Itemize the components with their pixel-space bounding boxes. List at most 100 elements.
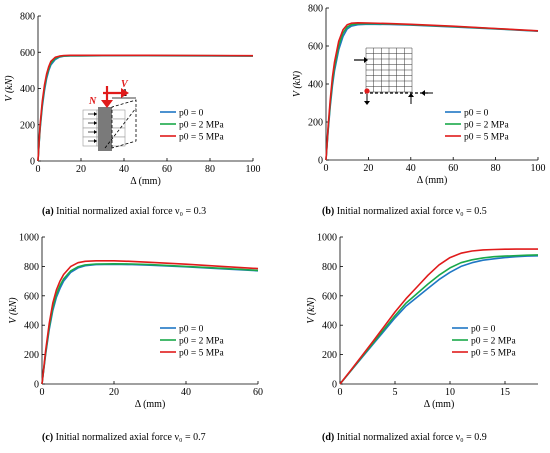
- legend-label-0: p0 = 0: [471, 325, 496, 335]
- x-tick-label: 80: [205, 164, 215, 175]
- caption-d: (d) Initial normalized axial force ν₀ = …: [322, 432, 487, 443]
- y-tick-label: 600: [20, 48, 35, 59]
- caption-a-tag: (a): [42, 206, 54, 217]
- x-tick-label: 10: [445, 387, 455, 398]
- inset-mesh-node: [364, 88, 370, 94]
- inset-v-arrowhead: [121, 88, 129, 98]
- x-axis-title: Δ (mm): [417, 175, 448, 186]
- x-tick-label: 20: [109, 387, 119, 398]
- inset-mesh-arrowhead: [364, 101, 370, 105]
- caption-b-text: Initial normalized axial force ν₀ = 0.5: [336, 206, 487, 217]
- legend-label-0: p0 = 0: [179, 109, 204, 119]
- caption-b: (b) Initial normalized axial force ν₀ = …: [322, 206, 487, 217]
- inset-n-arrowhead: [101, 100, 113, 108]
- chart-panel-a: 0 20 40 60 80 100 0 200 400 600 800 Δ (mm) V (kN) p0 …: [4, 12, 261, 188]
- inset-n-label: N: [88, 96, 97, 107]
- legend-label-2: p0 = 5 MPa: [471, 349, 516, 359]
- y-tick-label: 200: [322, 350, 337, 361]
- x-tick-label: 0: [338, 387, 343, 398]
- y-tick-label: 0: [30, 157, 35, 168]
- legend-label-2: p0 = 5 MPa: [179, 133, 224, 143]
- y-tick-label: 600: [308, 42, 323, 53]
- caption-d-tag: (d): [322, 432, 335, 443]
- x-tick-label: 20: [76, 164, 86, 175]
- legend-label-1: p0 = 2 MPa: [179, 121, 224, 131]
- series-line-2: [339, 248, 538, 385]
- inset-arrowhead: [94, 139, 97, 143]
- inset-arrowhead: [94, 112, 97, 116]
- legend-label-2: p0 = 5 MPa: [464, 133, 509, 143]
- y-tick-label: 800: [322, 262, 337, 273]
- legend-label-2: p0 = 5 MPa: [179, 349, 224, 359]
- y-tick-label: 200: [20, 120, 35, 131]
- x-tick-label: 0: [40, 387, 45, 398]
- inset-column-schematic: ΔNV: [82, 79, 137, 151]
- x-tick-label: 100: [531, 163, 546, 174]
- x-tick-label: 40: [119, 164, 129, 175]
- x-tick-label: 15: [500, 387, 510, 398]
- x-tick-label: 60: [162, 164, 172, 175]
- y-tick-label: 400: [20, 84, 35, 95]
- x-axis-title: Δ (mm): [135, 399, 166, 410]
- x-tick-label: 0: [36, 164, 41, 175]
- legend-label-1: p0 = 2 MPa: [179, 337, 224, 347]
- x-tick-label: 60: [253, 387, 263, 398]
- inset-deformed-outline: [111, 99, 137, 149]
- x-tick-label: 80: [491, 163, 501, 174]
- y-tick-label: 200: [24, 350, 39, 361]
- series-line-2: [41, 260, 259, 385]
- legend-label-1: p0 = 2 MPa: [464, 121, 509, 131]
- x-tick-label: 40: [406, 163, 416, 174]
- x-tick-label: 20: [363, 163, 373, 174]
- y-axis-title: V (kN): [292, 70, 303, 97]
- y-tick-label: 0: [34, 380, 39, 391]
- legend-label-1: p0 = 2 MPa: [471, 337, 516, 347]
- caption-b-tag: (b): [322, 206, 335, 217]
- caption-d-text: Initial normalized axial force ν₀ = 0.9: [336, 432, 487, 443]
- y-tick-label: 800: [308, 4, 323, 15]
- inset-column: [98, 107, 112, 151]
- inset-cell: [110, 118, 126, 129]
- y-tick-label: 600: [322, 291, 337, 302]
- inset-mesh-schematic: [354, 47, 433, 105]
- y-axis-title: V (kN): [8, 297, 19, 324]
- y-tick-label: 400: [322, 321, 337, 332]
- x-tick-label: 5: [393, 387, 398, 398]
- y-tick-label: 1000: [19, 233, 39, 244]
- x-tick-label: 40: [181, 387, 191, 398]
- series-line-2: [37, 54, 254, 162]
- series-line-0: [41, 263, 259, 385]
- series-line-1: [41, 263, 259, 385]
- x-axis-title: Δ (mm): [424, 399, 455, 410]
- inset-cell: [110, 127, 126, 138]
- y-axis-title: V (kN): [4, 75, 15, 102]
- chart-panel-d: 0 5 10 15 0 200 400 600 800 1000 Δ (mm) V (kN) p0 = …: [306, 233, 539, 410]
- y-axis-title: V (kN): [306, 297, 317, 324]
- caption-a-text: Initial normalized axial force ν₀ = 0.3: [56, 206, 207, 217]
- inset-v-label: V: [121, 79, 129, 90]
- y-tick-label: 400: [24, 321, 39, 332]
- y-tick-label: 200: [308, 118, 323, 129]
- y-tick-label: 1000: [317, 233, 337, 244]
- legend-label-0: p0 = 0: [179, 325, 204, 335]
- y-tick-label: 600: [24, 291, 39, 302]
- y-tick-label: 0: [332, 380, 337, 391]
- inset-arrowhead: [94, 121, 97, 125]
- inset-mesh-arrowhead: [408, 93, 414, 97]
- y-tick-label: 800: [20, 12, 35, 23]
- inset-cell: [110, 109, 126, 120]
- caption-c-text: Initial normalized axial force ν₀ = 0.7: [55, 432, 206, 443]
- series-line-0: [37, 54, 254, 162]
- x-tick-label: 0: [324, 163, 329, 174]
- x-axis-title: Δ (mm): [130, 176, 161, 187]
- legend-label-0: p0 = 0: [464, 109, 489, 119]
- inset-diagonal: [104, 107, 137, 149]
- series-line-1: [339, 254, 539, 385]
- series-line-1: [37, 54, 254, 162]
- inset-mesh-arrowhead: [364, 57, 368, 63]
- inset-arrowhead: [94, 130, 97, 134]
- inset-mesh-arrowhead: [421, 90, 425, 96]
- caption-c-tag: (c): [42, 432, 54, 443]
